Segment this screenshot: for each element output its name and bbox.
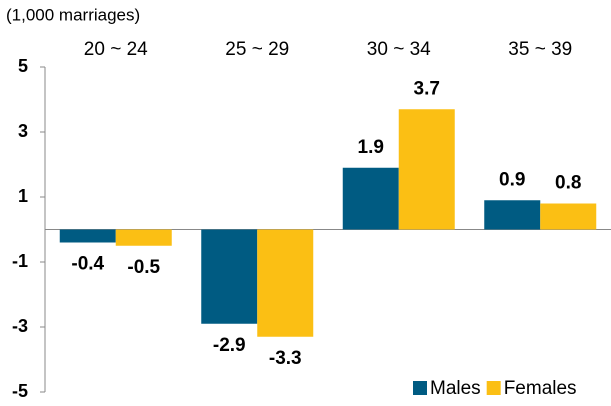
y-tick-label: 1: [18, 186, 28, 206]
bar: [342, 167, 399, 230]
category-label: 20 ~ 24: [84, 39, 148, 60]
bar: [484, 200, 541, 230]
bar: [115, 229, 172, 246]
category-label: 25 ~ 29: [225, 39, 289, 60]
value-label: -2.9: [213, 335, 246, 356]
legend-label: Females: [504, 378, 577, 399]
value-label: -0.5: [127, 257, 160, 278]
y-tick-label: -1: [12, 251, 28, 271]
unit-label: (1,000 marriages): [6, 5, 140, 24]
value-label: 1.9: [358, 137, 384, 158]
y-tick-label: -5: [12, 381, 28, 401]
value-label: 0.8: [555, 173, 581, 194]
bar: [540, 203, 597, 230]
value-label: 3.7: [414, 78, 440, 99]
category-label: 30 ~ 34: [367, 39, 431, 60]
y-tick-label: 5: [18, 56, 28, 76]
value-label: -0.4: [71, 254, 104, 275]
bar: [201, 229, 258, 324]
value-label: -3.3: [269, 348, 302, 369]
legend-label: Males: [430, 378, 481, 399]
legend-swatch: [413, 381, 427, 395]
value-label: 0.9: [499, 169, 525, 190]
y-tick-label: -3: [12, 316, 28, 336]
category-label: 35 ~ 39: [508, 39, 572, 60]
bar: [59, 229, 116, 243]
y-tick-label: 3: [18, 121, 28, 141]
bar: [257, 229, 314, 337]
bar: [398, 109, 455, 230]
legend-swatch: [486, 381, 501, 395]
